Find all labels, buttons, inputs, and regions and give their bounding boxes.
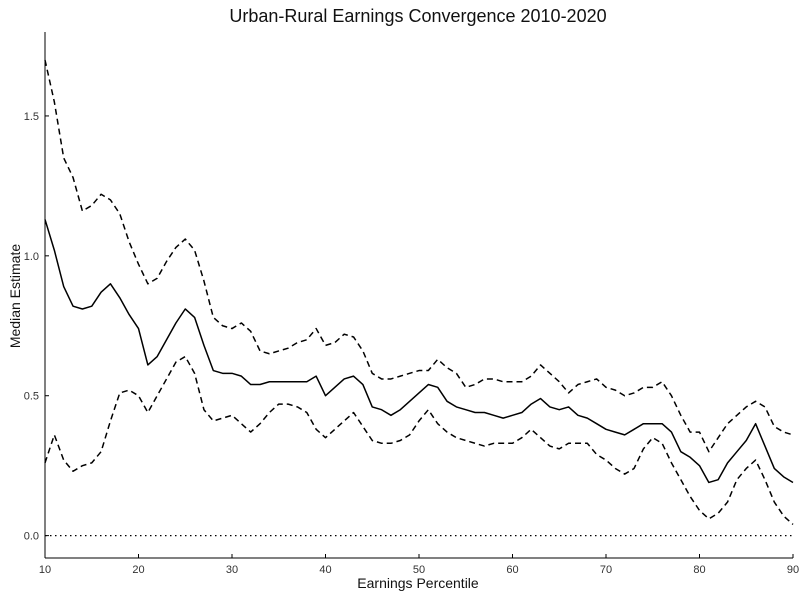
upper-bound-line <box>44 59 794 453</box>
y-tick-group: 0.0 0.5 1.0 1.5 <box>24 111 49 543</box>
y-tick-label: 0.0 <box>24 531 39 543</box>
series-group <box>44 59 794 525</box>
x-tick-label: 30 <box>226 564 238 576</box>
median-estimate-line <box>44 219 794 484</box>
y-axis-label: Median Estimate <box>7 244 23 348</box>
y-tick-label: 1.5 <box>24 111 39 123</box>
plot-area: 10 20 30 40 50 60 70 80 90 0.0 0.5 1.0 1.5 <box>24 32 799 576</box>
lower-bound-line <box>44 355 794 525</box>
chart-title: Urban-Rural Earnings Convergence 2010-20… <box>229 6 606 26</box>
x-axis-label: Earnings Percentile <box>357 575 479 591</box>
y-tick-label: 0.5 <box>24 391 39 403</box>
x-tick-label: 10 <box>39 564 51 576</box>
x-tick-label: 40 <box>319 564 331 576</box>
x-tick-label: 50 <box>413 564 425 576</box>
x-tick-group: 10 20 30 40 50 60 70 80 90 <box>39 554 799 576</box>
x-tick-label: 60 <box>506 564 518 576</box>
x-tick-label: 90 <box>787 564 799 576</box>
x-tick-label: 70 <box>600 564 612 576</box>
x-tick-label: 80 <box>693 564 705 576</box>
x-tick-label: 20 <box>132 564 144 576</box>
y-tick-label: 1.0 <box>24 251 39 263</box>
